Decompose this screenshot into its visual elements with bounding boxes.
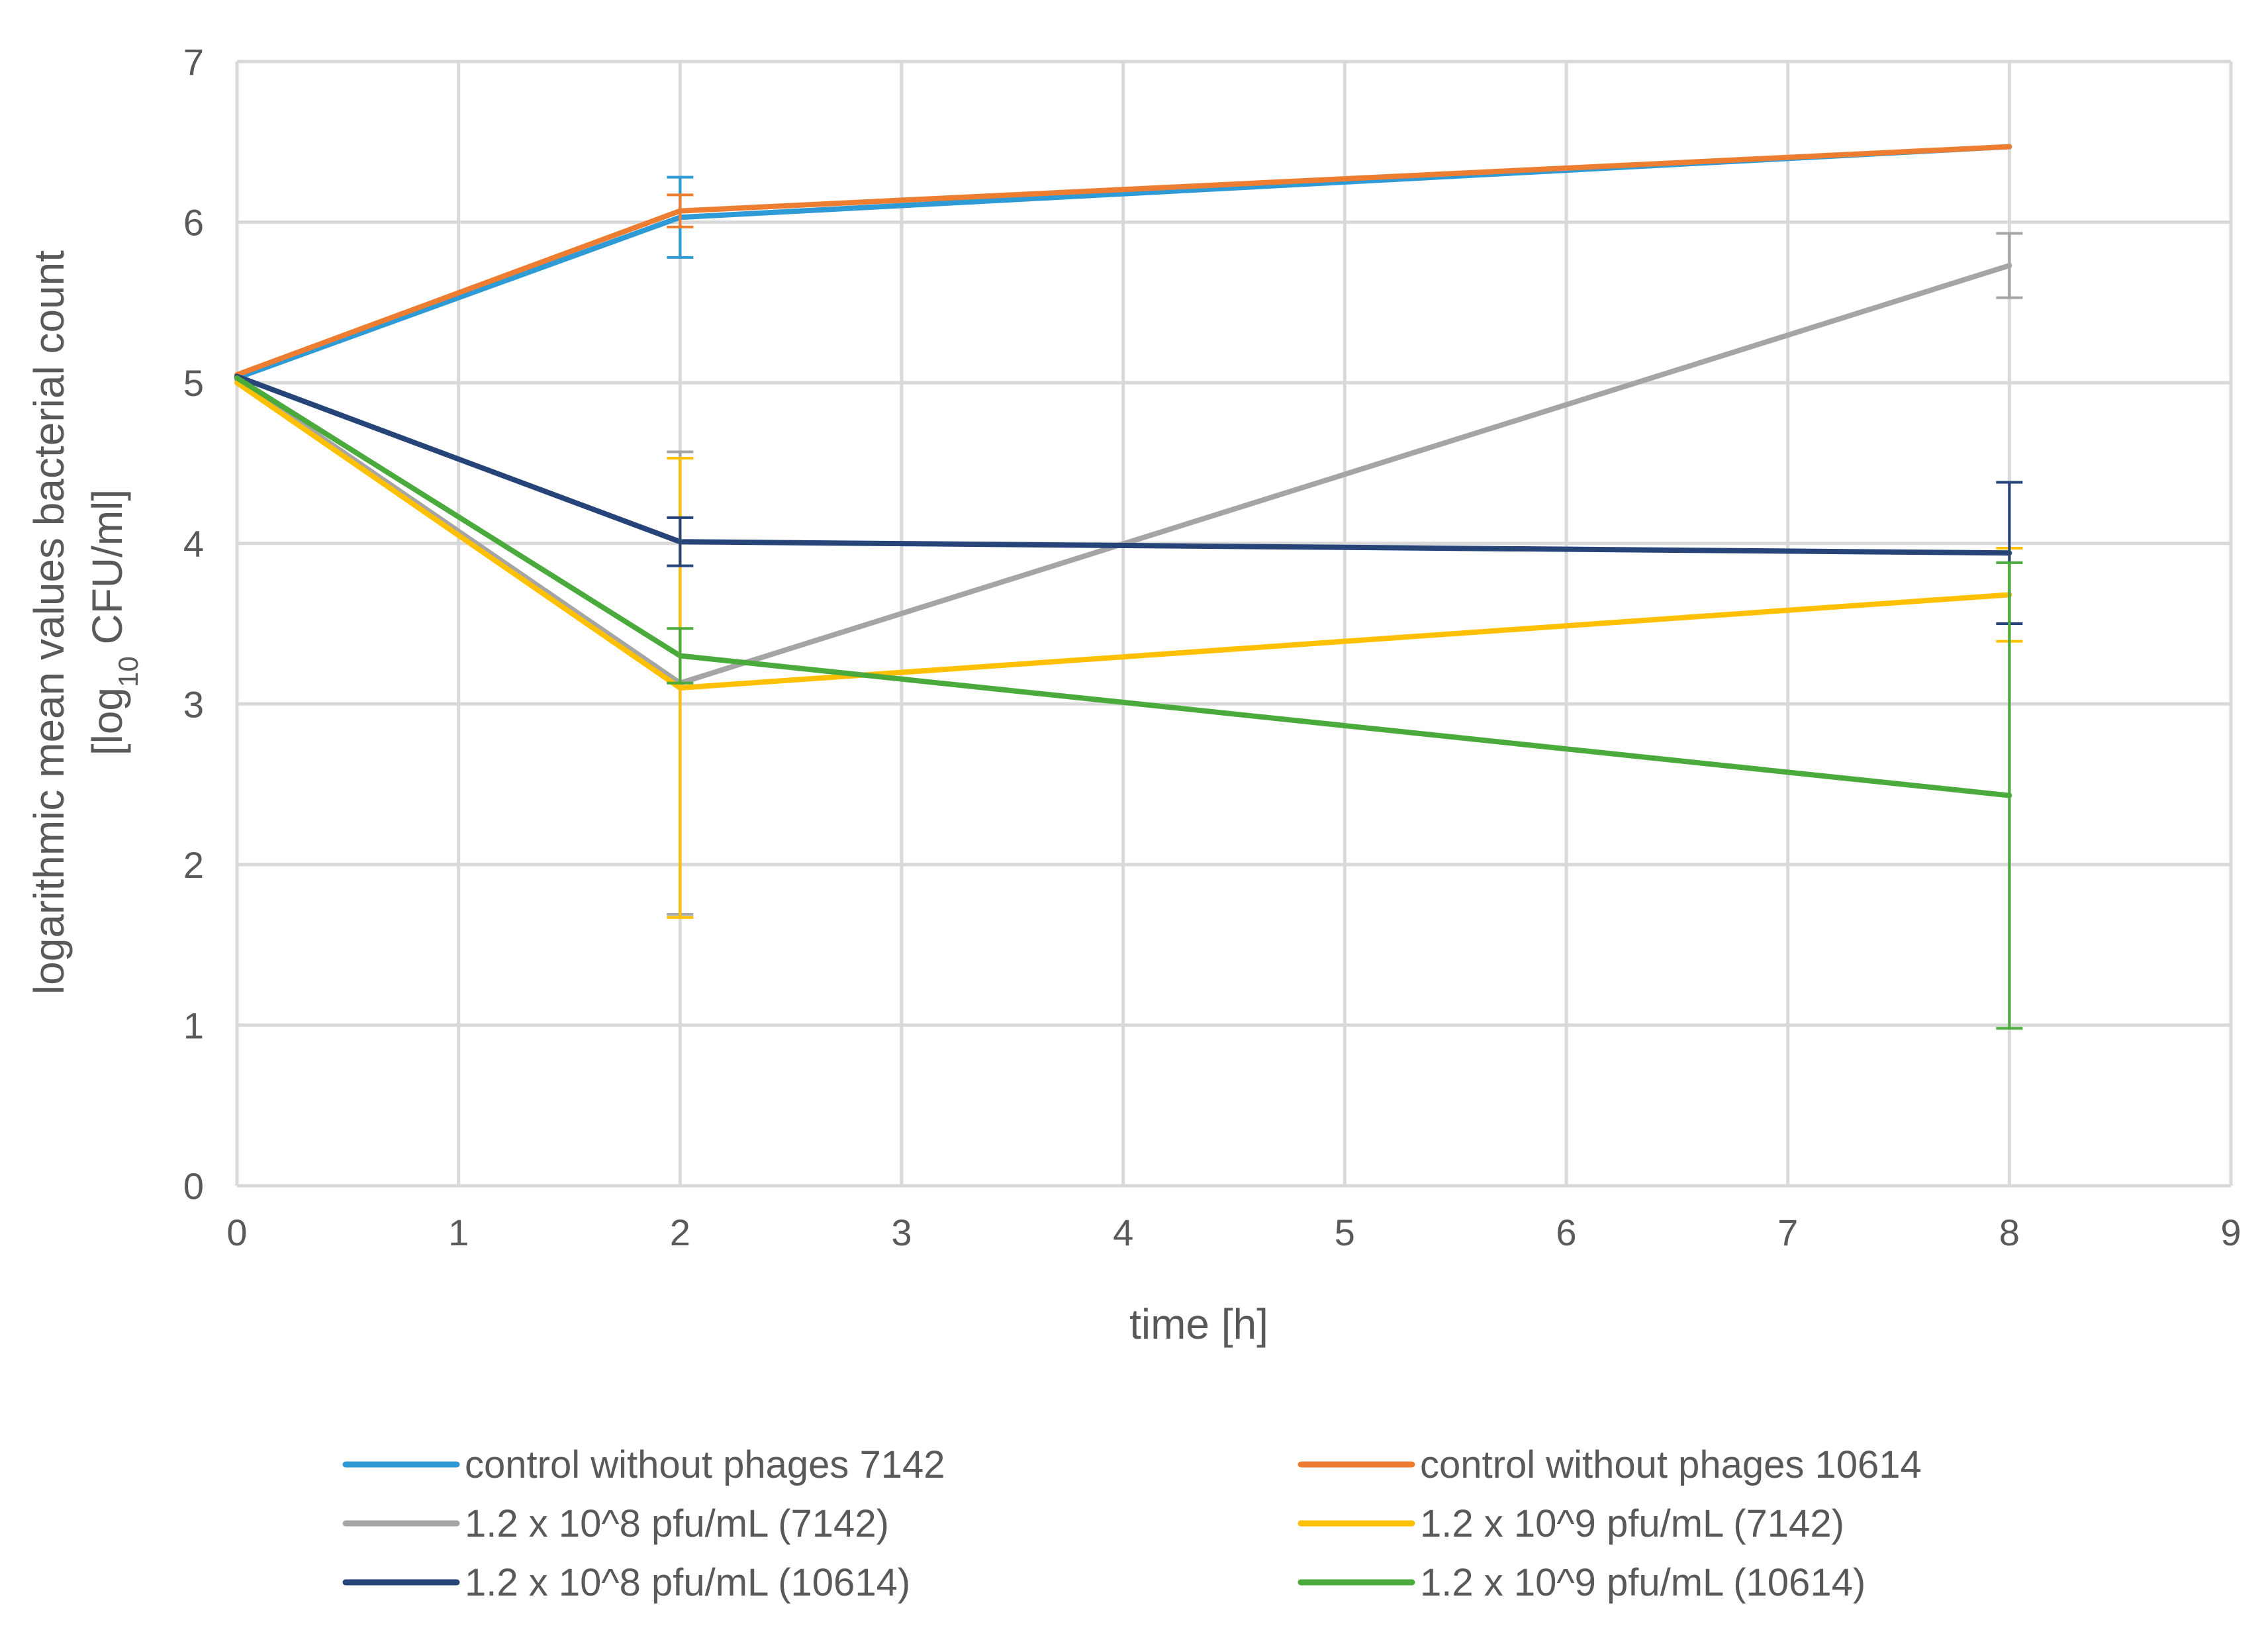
y-axis-title-pre: [log (83, 687, 131, 755)
error-bar (1996, 232, 2023, 299)
y-tick-label: 6 (183, 202, 204, 244)
y-axis-ticks: 0 1 2 3 4 5 6 7 (183, 41, 204, 1207)
error-bar (667, 627, 694, 685)
legend-item: control without phages 10614 (1298, 1443, 1922, 1486)
legend-label: 1.2 x 10^9 pfu/mL (10614) (1420, 1561, 1866, 1604)
y-axis-title-post: CFU/ml] (83, 489, 131, 656)
legend-item: 1.2 x 10^8 pfu/mL (10614) (342, 1561, 910, 1604)
legend: control without phages 7142 control witho… (342, 1443, 1922, 1604)
legend-item: 1.2 x 10^9 pfu/mL (10614) (1298, 1561, 1866, 1604)
legend-item: 1.2 x 10^8 pfu/mL (7142) (342, 1502, 889, 1545)
grid (235, 60, 2233, 1188)
x-tick-label: 4 (1113, 1212, 1133, 1253)
legend-label: control without phages 7142 (465, 1443, 945, 1486)
x-axis-title: time [h] (1129, 1300, 1268, 1348)
error-bar (667, 193, 694, 228)
x-tick-label: 6 (1556, 1212, 1576, 1253)
y-tick-label: 2 (183, 844, 204, 886)
y-tick-label: 1 (183, 1004, 204, 1046)
x-tick-label: 0 (226, 1212, 247, 1253)
y-tick-label: 0 (183, 1165, 204, 1207)
y-axis-title: logarithmic mean values bacterial count … (25, 250, 144, 994)
legend-item: control without phages 7142 (342, 1443, 945, 1486)
y-tick-label: 4 (183, 523, 204, 565)
x-tick-label: 9 (2220, 1212, 2241, 1253)
y-tick-label: 3 (183, 683, 204, 725)
legend-label: control without phages 10614 (1420, 1443, 1922, 1486)
x-tick-label: 8 (1999, 1212, 2020, 1253)
x-tick-label: 2 (670, 1212, 690, 1253)
legend-label: 1.2 x 10^8 pfu/mL (10614) (465, 1561, 910, 1604)
x-axis-ticks: 0 1 2 3 4 5 6 7 8 9 (226, 1212, 2241, 1253)
y-tick-label: 7 (183, 41, 204, 83)
y-axis-title-subscript: 10 (113, 656, 144, 687)
error-bars (667, 175, 2023, 1030)
x-tick-label: 1 (448, 1212, 469, 1253)
x-tick-label: 3 (891, 1212, 912, 1253)
legend-label: 1.2 x 10^9 pfu/mL (7142) (1420, 1502, 1844, 1545)
y-axis-title-line1: logarithmic mean values bacterial count (25, 250, 73, 994)
legend-item: 1.2 x 10^9 pfu/mL (7142) (1298, 1502, 1844, 1545)
x-tick-label: 5 (1335, 1212, 1355, 1253)
y-tick-label: 5 (183, 362, 204, 404)
x-tick-label: 7 (1777, 1212, 1798, 1253)
error-bar (1996, 561, 2023, 1030)
error-bar (667, 516, 694, 567)
y-axis-title-line2: [log10 CFU/ml] (83, 489, 144, 755)
legend-label: 1.2 x 10^8 pfu/mL (7142) (465, 1502, 889, 1545)
